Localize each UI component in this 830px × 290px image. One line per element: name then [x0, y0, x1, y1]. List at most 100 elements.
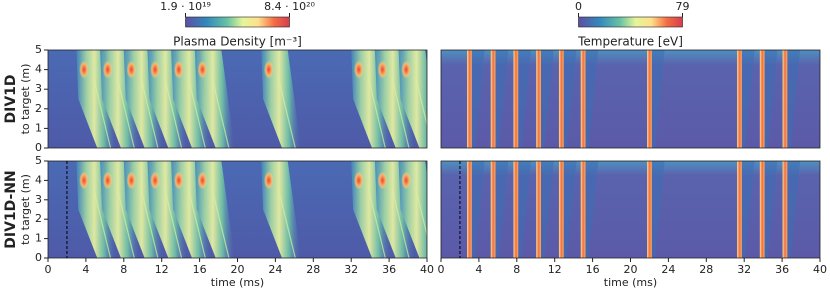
density-pulse: [194, 161, 235, 258]
pulse-stripe: [580, 161, 586, 258]
y-tick-label: 1: [35, 121, 42, 134]
pulse-wake: [469, 161, 485, 258]
density-pulse: [261, 50, 301, 148]
pulse-tail: [92, 77, 112, 148]
temperature-pulse: [647, 161, 665, 258]
pulse-peak: [126, 60, 137, 79]
x-axis-label: time (ms): [604, 276, 657, 289]
pulse-stripe: [759, 50, 765, 148]
x-tick-label: 4: [82, 263, 89, 276]
temperature-pulse: [467, 161, 485, 258]
density-pulse: [374, 50, 415, 148]
pulse-stripe: [737, 161, 742, 258]
pulse-peak: [401, 171, 411, 190]
pulse-peak: [354, 171, 364, 190]
colorbar-tick-label: 0: [575, 0, 582, 13]
x-tick-label: 28: [306, 263, 320, 276]
temperature-pulse: [513, 161, 532, 258]
y-tick-label: 4: [35, 173, 42, 186]
panel-title: Plasma Density [m⁻³]: [173, 35, 302, 49]
pulse-stripe: [467, 161, 472, 258]
x-tick-label: 24: [268, 263, 282, 276]
pulse-wake: [493, 50, 509, 148]
colorbar-tick-label: 8.4 · 10²⁰: [264, 0, 315, 13]
density-pulse: [351, 50, 391, 148]
x-tick-label: 12: [548, 263, 562, 276]
pulse-stripe: [513, 50, 519, 148]
pulse-peak: [174, 60, 184, 79]
y-tick-label: 0: [35, 141, 42, 154]
pulse-stripe: [490, 161, 496, 258]
x-tick-label: 0: [45, 263, 52, 276]
pulse-wake: [561, 50, 577, 148]
colorbar-tick-label: 1.9 · 10¹⁹: [160, 0, 211, 13]
pulse-tail: [116, 77, 135, 148]
y-tick-label: 4: [35, 63, 42, 76]
y-tick-label: 2: [35, 212, 42, 225]
pulse-wake: [538, 161, 554, 258]
pulse-tail: [92, 188, 112, 258]
density-pulse: [398, 161, 427, 258]
temperature-pulse: [558, 161, 577, 258]
temperature-pulse: [647, 50, 665, 148]
y-tick-label: 0: [35, 251, 42, 264]
pulse-peak: [377, 171, 388, 190]
pulse-tail: [277, 77, 296, 148]
pulse-wake: [561, 161, 577, 258]
pulse-stripe: [647, 50, 652, 148]
y-tick-label: 5: [35, 43, 42, 56]
colorbar: [185, 16, 290, 28]
panel-title: Temperature [eV]: [577, 35, 683, 49]
pulse-tail: [187, 188, 206, 258]
pulse-peak: [102, 171, 113, 190]
pulse-peak: [354, 60, 364, 79]
pulse-wake: [538, 50, 554, 148]
x-tick-label: 28: [699, 263, 713, 276]
x-tick-label: 8: [513, 263, 520, 276]
density-pulse: [147, 161, 188, 258]
density-pulse: [76, 161, 117, 258]
pulse-wake: [515, 50, 532, 148]
colorbar-tick-label: 79: [676, 0, 690, 13]
pulse-stripe: [647, 161, 652, 258]
pulse-tail: [211, 188, 230, 258]
density-pulse: [76, 50, 117, 148]
density-pulse: [351, 161, 391, 258]
density-pulse: [123, 161, 164, 258]
pulse-wake: [762, 161, 778, 258]
density-pulse: [398, 50, 427, 148]
pulse-peak: [126, 171, 137, 190]
pulse-stripe: [782, 50, 788, 148]
x-tick-label: 16: [193, 263, 207, 276]
temperature-pulse: [737, 50, 755, 148]
temperature-pulse: [580, 161, 599, 258]
temperature-pulse: [467, 50, 485, 148]
pulse-tail: [391, 188, 410, 258]
x-tick-label: 40: [420, 263, 434, 276]
pulse-stripe: [513, 161, 519, 258]
pulse-stripe: [580, 50, 586, 148]
temperature-pulse: [759, 50, 778, 148]
x-tick-label: 0: [438, 263, 445, 276]
axes-frame: [47, 49, 428, 149]
pulse-tail: [163, 188, 183, 258]
pulse-stripe: [782, 161, 788, 258]
temperature-pulse: [782, 161, 801, 258]
colorbar: [578, 16, 683, 28]
pulse-peak: [377, 60, 388, 79]
heatmap: [441, 50, 820, 148]
heatmap: [441, 161, 820, 258]
pulse-wake: [583, 50, 599, 148]
pulse-stripe: [558, 161, 564, 258]
pulse-peak: [264, 60, 274, 79]
x-tick-label: 4: [475, 263, 482, 276]
temperature-pulse: [759, 161, 778, 258]
axes-frame: [440, 49, 821, 149]
temperature-pulse: [490, 161, 509, 258]
row-label: DIV1D: [3, 74, 19, 123]
pulse-wake: [784, 50, 801, 148]
density-pulse: [374, 161, 415, 258]
pulse-stripe: [558, 50, 564, 148]
x-tick-label: 32: [344, 263, 358, 276]
